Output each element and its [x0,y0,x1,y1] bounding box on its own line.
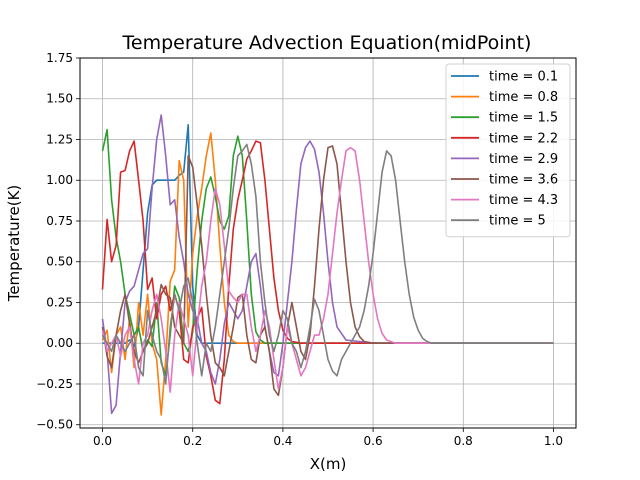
y-tick-label: 0.25 [46,295,73,309]
y-tick-label: 0.75 [46,214,73,228]
series-line-5 [101,145,554,397]
series-line-6 [101,146,554,393]
legend-entry-label: time = 2.9 [489,152,558,167]
y-tick-label: −0.25 [36,377,73,391]
y-tick-label: 1.75 [46,51,73,65]
plot-frame [79,57,577,429]
x-axis-ticks: 0.0 0.2 0.4 0.6 0.8 1.0 [93,428,563,448]
x-tick-label: 1.0 [544,434,563,448]
series-line-2 [101,128,554,377]
y-axis-label: Temperature(K) [5,185,23,303]
series-line-3 [101,140,554,405]
x-tick-label: 0.0 [93,434,112,448]
y-tick-label: 0.50 [46,255,73,269]
chart-title: Temperature Advection Equation(midPoint) [122,32,532,54]
legend: time = 0.1 time = 0.8 time = 1.5 time = 2.2… [445,63,571,238]
legend-entry-label: time = 4.3 [489,193,558,208]
legend-entry-label: time = 2.2 [489,131,558,146]
series-line-4 [101,114,554,415]
series-lines [101,114,554,416]
series-line-7 [101,143,554,385]
x-tick-label: 0.2 [183,434,202,448]
y-tick-label: 0.00 [46,336,73,350]
legend-box [445,63,571,238]
y-tick-label: 1.00 [46,173,73,187]
y-tick-label: −0.50 [36,418,73,432]
series-line-1 [101,132,554,416]
legend-entry-label: time = 0.8 [489,90,558,105]
x-tick-label: 0.4 [273,434,292,448]
y-tick-label: 1.50 [46,92,73,106]
legend-entry-label: time = 1.5 [489,111,558,126]
x-tick-label: 0.6 [364,434,383,448]
legend-entry-label: time = 0.1 [489,70,558,85]
y-axis-ticks: −0.50 −0.25 0.00 0.25 0.50 0.75 1.00 1.25 1.50 1.… [36,51,80,432]
y-tick-label: 1.25 [46,132,73,146]
legend-entry-label: time = 5 [489,214,546,229]
legend-entry-label: time = 3.6 [489,173,558,188]
x-axis-label: X(m) [310,455,347,473]
x-tick-label: 0.8 [454,434,473,448]
